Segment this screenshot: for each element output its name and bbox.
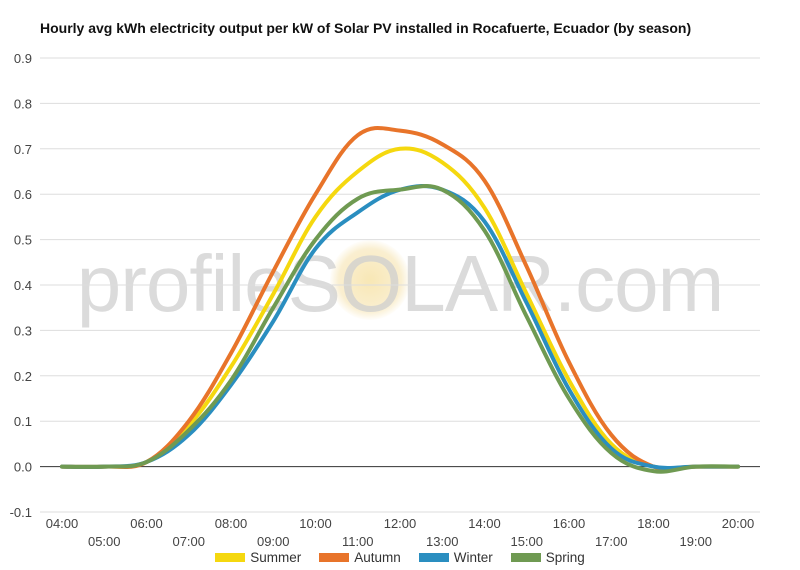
legend-item-winter[interactable]: Winter bbox=[418, 550, 493, 565]
x-tick-label: 15:00 bbox=[510, 534, 543, 549]
legend-swatch bbox=[319, 553, 350, 562]
x-tick-label: 04:00 bbox=[46, 516, 79, 531]
y-tick-label: 0.2 bbox=[14, 369, 32, 384]
x-tick-label: 07:00 bbox=[172, 534, 205, 549]
legend-swatch bbox=[418, 553, 449, 562]
series-line-winter bbox=[60, 183, 740, 471]
legend-swatch bbox=[215, 553, 246, 562]
y-tick-label: 0.1 bbox=[14, 414, 32, 429]
legend-item-autumn[interactable]: Autumn bbox=[319, 550, 401, 565]
x-tick-label: 14:00 bbox=[468, 516, 501, 531]
x-axis-ticks: 04:00 05:00 06:00 07:00 08:00 09:00 10:00 11:00… bbox=[46, 516, 755, 549]
series-line-spring bbox=[60, 184, 740, 474]
legend-swatch bbox=[510, 553, 541, 562]
y-tick-label: 0.3 bbox=[14, 323, 32, 338]
grid-lines bbox=[40, 57, 760, 513]
legend-item-summer[interactable]: Summer bbox=[215, 550, 301, 565]
x-tick-label: 19:00 bbox=[679, 534, 712, 549]
legend-item-spring[interactable]: Spring bbox=[510, 550, 585, 565]
y-tick-label: 0.5 bbox=[14, 233, 32, 248]
series-line-summer bbox=[60, 146, 740, 471]
legend-label: Winter bbox=[453, 550, 493, 565]
legend: Summer Autumn Winter Spring bbox=[0, 550, 800, 565]
y-tick-label: 0.8 bbox=[14, 96, 32, 111]
y-tick-label: 0.7 bbox=[14, 142, 32, 157]
x-tick-label: 06:00 bbox=[130, 516, 163, 531]
y-tick-label: 0.6 bbox=[14, 187, 32, 202]
legend-label: Autumn bbox=[354, 550, 401, 565]
y-tick-label: -0.1 bbox=[10, 505, 32, 520]
x-tick-label: 09:00 bbox=[257, 534, 290, 549]
x-tick-label: 10:00 bbox=[299, 516, 332, 531]
y-tick-label: 0.4 bbox=[14, 278, 32, 293]
legend-label: Spring bbox=[545, 550, 585, 565]
x-tick-label: 05:00 bbox=[88, 534, 121, 549]
series-line-autumn bbox=[60, 126, 740, 472]
x-tick-label: 20:00 bbox=[722, 516, 755, 531]
y-tick-label: 0.9 bbox=[14, 51, 32, 66]
x-tick-label: 13:00 bbox=[426, 534, 459, 549]
x-tick-label: 16:00 bbox=[553, 516, 586, 531]
x-tick-label: 18:00 bbox=[637, 516, 670, 531]
x-tick-label: 17:00 bbox=[595, 534, 628, 549]
legend-label: Summer bbox=[250, 550, 302, 565]
y-axis-ticks: -0.1 0.0 0.1 0.2 0.3 0.4 0.5 0.6 0.7 0.8 0.9 bbox=[10, 51, 32, 520]
x-tick-label: 12:00 bbox=[384, 516, 417, 531]
x-tick-label: 08:00 bbox=[215, 516, 248, 531]
series-lines bbox=[60, 126, 740, 474]
chart-title: Hourly avg kWh electricity output per kW… bbox=[40, 20, 692, 36]
x-tick-label: 11:00 bbox=[342, 534, 374, 549]
y-tick-label: 0.0 bbox=[14, 460, 32, 475]
